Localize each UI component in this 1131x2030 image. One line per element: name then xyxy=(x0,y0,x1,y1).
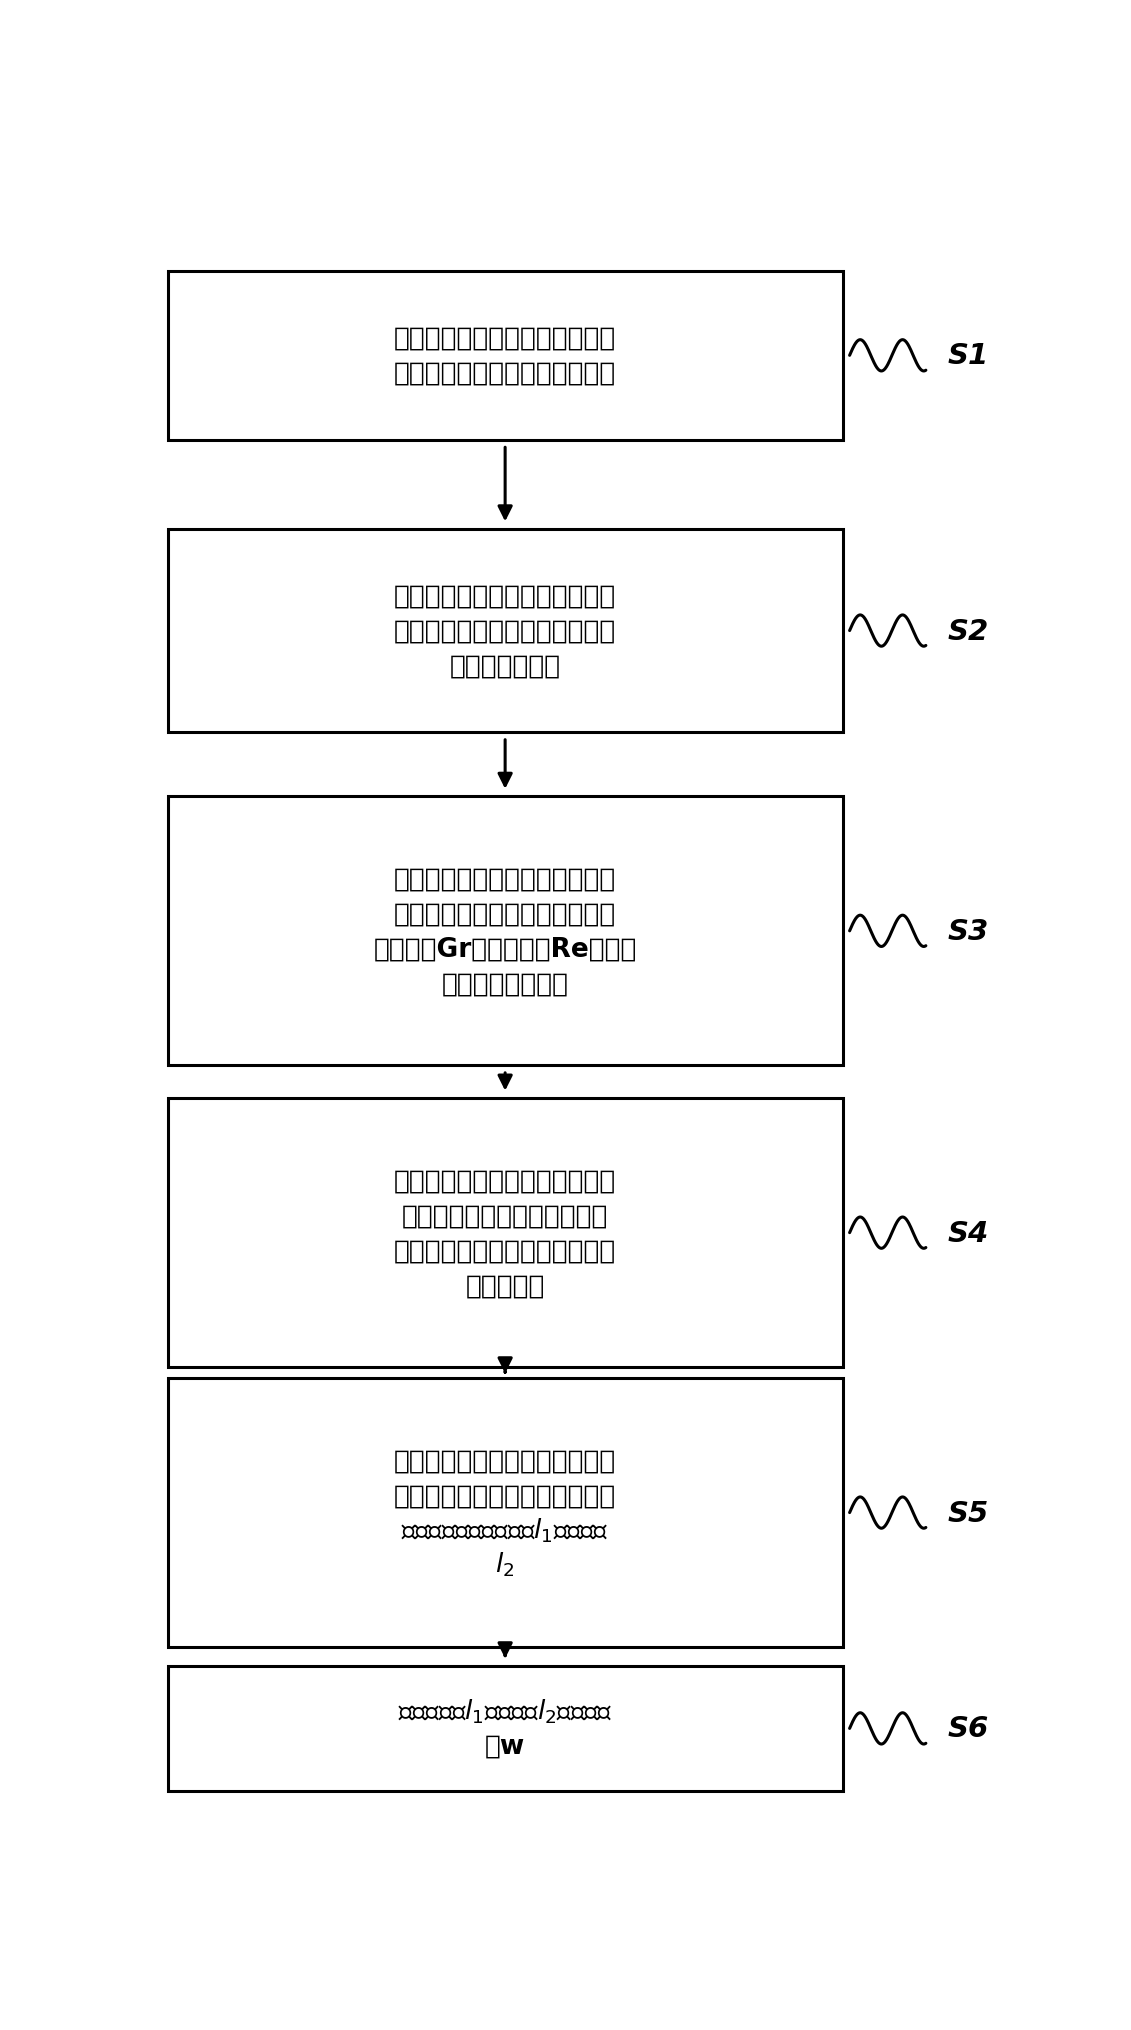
FancyBboxPatch shape xyxy=(167,272,843,441)
Text: S1: S1 xyxy=(948,343,988,369)
FancyBboxPatch shape xyxy=(167,1378,843,1646)
FancyBboxPatch shape xyxy=(167,1098,843,1368)
Text: S2: S2 xyxy=(948,617,988,646)
FancyBboxPatch shape xyxy=(167,530,843,733)
Text: 缺口特征直线拟合、图像倾斜检: 缺口特征直线拟合、图像倾斜检 xyxy=(394,1482,616,1508)
Text: S3: S3 xyxy=(948,918,988,946)
Text: $l_2$: $l_2$ xyxy=(495,1551,515,1579)
Text: 根据区域的边界框参数对缺口图
像进行预处理，包括图像灰度
化、目标区域分割、图像增强、
图像二值化: 根据区域的边界框参数对缺口图 像进行预处理，包括图像灰度 化、目标区域分割、图像… xyxy=(394,1167,616,1299)
Text: 建立目标检测网络，并根据标注
好目标区域边界框的缺口图像训
练目标检测网络: 建立目标检测网络，并根据标注 好目标区域边界框的缺口图像训 练目标检测网络 xyxy=(394,583,616,680)
Text: S5: S5 xyxy=(948,1498,988,1527)
FancyBboxPatch shape xyxy=(167,1667,843,1790)
Text: 测及矫正，得到缺口线$l_1$和基准线: 测及矫正，得到缺口线$l_1$和基准线 xyxy=(402,1516,608,1545)
FancyBboxPatch shape xyxy=(167,798,843,1066)
Text: 值w: 值w xyxy=(485,1734,525,1758)
Text: 对缺口图像进行缺口检测，包括: 对缺口图像进行缺口检测，包括 xyxy=(394,1447,616,1474)
Text: 采集列车经过道岔及转辙机带动
道岔转换过程的转辙机缺口图像: 采集列车经过道岔及转辙机带动 道岔转换过程的转辙机缺口图像 xyxy=(394,325,616,386)
Text: 根据缺口线$l_1$和基准线$l_2$计算缺口: 根据缺口线$l_1$和基准线$l_2$计算缺口 xyxy=(398,1697,612,1726)
Text: 将待测缺口图像输入训练好的目
标检测框架，识别缺口图像中的
缺口区域Gr和基准区域Re，返回
区域的边界框参数: 将待测缺口图像输入训练好的目 标检测框架，识别缺口图像中的 缺口区域Gr和基准区… xyxy=(373,867,637,997)
Text: S4: S4 xyxy=(948,1220,988,1246)
Text: S6: S6 xyxy=(948,1715,988,1742)
